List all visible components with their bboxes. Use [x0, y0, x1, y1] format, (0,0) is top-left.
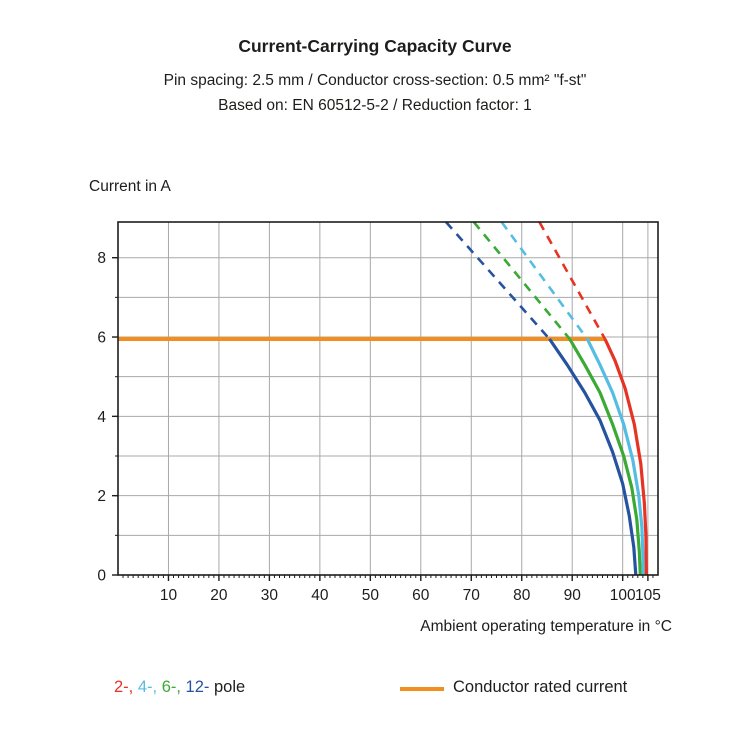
x-tick-label: 90: [564, 587, 582, 604]
x-tick-label: 60: [412, 587, 430, 604]
y-tick-label: 8: [97, 250, 106, 267]
legend-pole-item: 6-,: [161, 678, 186, 696]
x-tick-label: 100: [610, 587, 636, 604]
chart-title: Current-Carrying Capacity Curve: [238, 36, 512, 56]
legend-pole: 2-, 4-, 6-, 12- pole: [114, 678, 245, 697]
x-tick-label: 80: [513, 587, 531, 604]
curve-dashed-2-pole: [538, 221, 607, 340]
legend-rated-line-swatch: [400, 687, 444, 691]
legend-pole-suffix: pole: [209, 678, 246, 696]
plot-frame: [117, 221, 659, 576]
x-tick-label: 20: [210, 587, 228, 604]
x-axis-title: Ambient operating temperature in °C: [420, 618, 672, 635]
x-tick-label: 40: [311, 587, 329, 604]
curve-dashed-4-pole: [500, 221, 589, 340]
legend-pole-item: 2-,: [114, 678, 138, 696]
chart-subtitle-standard: Based on: EN 60512-5-2 / Reduction facto…: [218, 97, 532, 114]
x-tick-label: 50: [362, 587, 380, 604]
chart-subtitle-spacing: Pin spacing: 2.5 mm / Conductor cross-se…: [163, 72, 587, 89]
legend-pole-item: 12-: [185, 678, 210, 696]
x-tick-label: 105: [635, 587, 661, 604]
curve-solid-6-pole: [568, 338, 642, 576]
curve-solid-4-pole: [585, 338, 645, 576]
x-tick-label: 10: [160, 587, 178, 604]
y-axis-title: Current in A: [89, 178, 171, 195]
y-tick-label: 2: [97, 488, 106, 505]
legend-rated-label: Conductor rated current: [453, 678, 628, 696]
curve-solid-2-pole: [603, 338, 648, 576]
x-tick-label: 30: [261, 587, 279, 604]
curve-dashed-12-pole: [445, 221, 551, 340]
x-tick-label: 70: [463, 587, 481, 604]
y-tick-label: 0: [97, 568, 106, 585]
y-tick-label: 4: [97, 409, 106, 426]
legend-pole-item: 4-,: [137, 678, 162, 696]
y-tick-label: 6: [97, 330, 106, 347]
curve-solid-12-pole: [548, 338, 638, 576]
